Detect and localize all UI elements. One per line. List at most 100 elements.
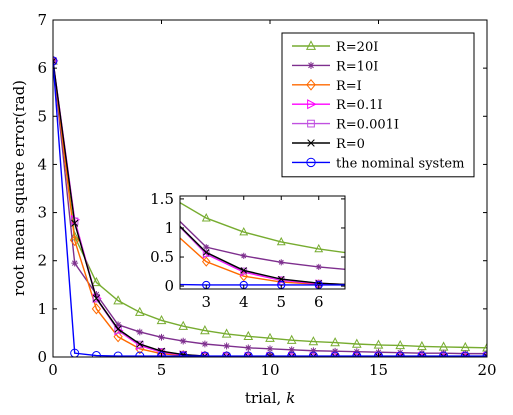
legend-label-the-nominal-system: the nominal system — [336, 156, 464, 171]
main-point-r-20i — [221, 328, 232, 338]
legend-label-r-10i: R=10I — [336, 59, 378, 74]
legend-label-r-0-001i: R=0.001I — [336, 118, 399, 133]
inset-point-r-i — [201, 256, 211, 267]
main-point-r-i — [373, 350, 384, 357]
main-point-the-nominal-system — [222, 351, 232, 357]
main-point-r-i — [308, 350, 319, 357]
main-point-r-i — [417, 350, 427, 357]
main-y-tick-label: 4 — [37, 155, 47, 173]
inset-point-r-20i — [239, 227, 249, 236]
main-point-r-i — [460, 350, 470, 357]
legend-marker-r-0-001i — [307, 119, 315, 128]
main-point-r-i — [221, 350, 232, 357]
main-point-the-nominal-system — [395, 351, 405, 357]
main-y-tick-label: 6 — [37, 59, 47, 77]
inset-ticks: 3 4 5 6 0 0.5 1 1.5 — [150, 190, 345, 311]
main-point-r-i — [482, 350, 487, 357]
main-point-r-20i — [395, 339, 406, 350]
main-point-r-20i — [373, 339, 384, 349]
main-point-r-20i — [178, 320, 189, 330]
legend-marker-r-i — [306, 78, 316, 91]
main-point-the-nominal-system — [113, 351, 123, 357]
main-point-the-nominal-system — [53, 56, 58, 66]
main-series-r-20i — [53, 55, 487, 352]
main-point-r-20i — [417, 340, 427, 351]
main-point-r-10i — [201, 340, 209, 348]
main-y-tick-label: 1 — [37, 300, 47, 318]
main-point-the-nominal-system — [287, 351, 297, 357]
main-point-r-0 — [53, 57, 57, 65]
inset-x-tick-label: 3 — [201, 293, 211, 311]
legend-marker-r-20i — [305, 40, 317, 50]
main-point-r-10i — [266, 345, 274, 353]
legend-entry-r-20i: R=20I — [292, 40, 378, 55]
main-y-tick-label: 5 — [37, 107, 47, 125]
main-x-tick-label: 0 — [48, 361, 58, 379]
inset-y-tick-label: 1 — [164, 219, 174, 237]
main-point-the-nominal-system — [265, 351, 275, 357]
axis-titles: trial, k root mean square error(rad) — [10, 80, 295, 407]
main-point-the-nominal-system — [157, 351, 166, 357]
main-point-r-20i — [330, 337, 340, 347]
main-point-the-nominal-system — [417, 351, 427, 357]
main-point-r-20i — [286, 334, 297, 344]
legend-label-r-0-1i: R=0.1I — [336, 98, 383, 113]
main-point-r-i — [438, 350, 449, 357]
main-point-r-10i — [179, 337, 187, 345]
legend-entry-the-nominal-system: the nominal system — [292, 156, 464, 171]
main-y-tick-label: 3 — [37, 204, 47, 222]
main-point-r-0-001i — [114, 326, 122, 334]
main-point-r-i — [91, 303, 102, 315]
inset-series-r-0 — [180, 225, 345, 287]
inset-point-r-10i — [203, 244, 210, 251]
inset-background — [180, 196, 345, 289]
main-point-r-0 — [136, 340, 144, 348]
inset-series-r-10i — [180, 220, 345, 271]
main-point-r-0 — [483, 352, 487, 357]
legend-label-r-20i: R=20I — [336, 40, 378, 55]
inset-series-layer — [180, 201, 345, 289]
main-point-the-nominal-system — [352, 351, 362, 357]
main-point-r-10i — [310, 347, 317, 355]
legend-entry-r-0: R=0 — [292, 137, 365, 152]
main-point-r-i — [352, 350, 362, 357]
main-point-the-nominal-system — [135, 351, 145, 357]
legend: R=20I R=10I R=I R=0.1I R=0.001I R=0 the nomina… — [281, 32, 475, 178]
main-y-tick-label: 2 — [37, 252, 47, 270]
main-point-r-i — [53, 55, 58, 67]
inset-plot: 3 4 5 6 0 0.5 1 1.5 — [150, 190, 346, 311]
main-point-the-nominal-system — [439, 351, 449, 357]
main-point-r-i — [243, 350, 253, 357]
main-point-r-i — [395, 350, 405, 357]
legend-marker-r-10i — [307, 61, 315, 69]
legend-entry-r-10i: R=10I — [292, 59, 378, 74]
main-point-the-nominal-system — [70, 348, 80, 357]
main-y-tick-label: 0 — [37, 348, 47, 366]
main-series-the-nominal-system — [53, 56, 487, 357]
main-point-r-20i — [53, 55, 58, 65]
main-point-r-20i — [156, 314, 167, 325]
main-point-r-0-001i — [53, 57, 57, 65]
legend-marker-r-0 — [307, 139, 315, 147]
main-point-r-0 — [92, 294, 100, 302]
main-point-the-nominal-system — [482, 351, 487, 357]
main-x-tick-label: 10 — [260, 361, 279, 379]
main-point-r-20i — [134, 306, 145, 316]
main-point-r-0 — [71, 219, 79, 227]
inset-line-r-20i — [180, 201, 345, 254]
inset-line-r-0 — [180, 225, 345, 286]
main-x-tick-label: 20 — [477, 361, 496, 379]
inset-y-tick-label: 1.5 — [150, 190, 174, 208]
main-point-r-i — [70, 234, 80, 247]
main-point-r-i — [113, 331, 123, 343]
x-axis-title: trial, k — [245, 389, 295, 407]
main-point-r-20i — [243, 330, 254, 340]
main-point-the-nominal-system — [91, 351, 101, 357]
inset-x-tick-label: 4 — [239, 293, 249, 311]
inset-line-r-10i — [180, 220, 345, 271]
main-point-the-nominal-system — [330, 351, 340, 357]
inset-point-r-20i — [314, 243, 324, 253]
inset-x-tick-label: 6 — [314, 293, 324, 311]
